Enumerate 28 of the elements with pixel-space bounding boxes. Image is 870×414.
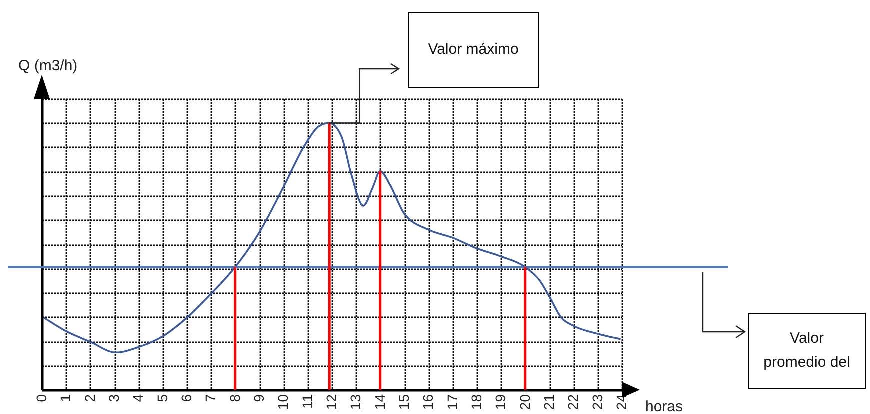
x-tick-label: 23	[589, 394, 606, 410]
x-tick-label: 20	[516, 394, 533, 410]
text: Valor máximo	[428, 40, 519, 60]
x-tick-label: 7	[202, 394, 219, 402]
x-tick-label: 11	[299, 394, 316, 410]
x-tick-label: 3	[106, 394, 122, 402]
x-tick-label: 15	[396, 394, 412, 410]
x-tick-label: 19	[492, 394, 509, 410]
x-tick-label: 12	[324, 394, 340, 410]
x-tick-label: 0	[34, 394, 50, 402]
x-tick-label: 10	[275, 394, 292, 410]
x-tick-label: 21	[541, 394, 557, 410]
x-axis-title: horas	[646, 398, 684, 414]
y-axis-title: Q (m3/h)	[18, 58, 78, 74]
text: Valor promedio del	[763, 329, 851, 373]
x-tick-label: 16	[420, 394, 436, 410]
x-tick-label: 13	[348, 394, 364, 410]
x-tick-label: 17	[444, 394, 460, 410]
x-tick-label: 5	[154, 394, 170, 402]
x-tick-label: 4	[130, 394, 146, 402]
x-tick-label: 2	[82, 394, 98, 402]
x-tick-label: 9	[251, 394, 267, 402]
x-tick-label: 1	[58, 394, 74, 402]
x-tick-label: 8	[226, 394, 243, 402]
x-tick-label: 18	[468, 394, 484, 410]
x-tick-label: 6	[178, 394, 194, 402]
x-tick-label: 22	[565, 394, 582, 410]
x-tick-label: 14	[372, 394, 388, 410]
